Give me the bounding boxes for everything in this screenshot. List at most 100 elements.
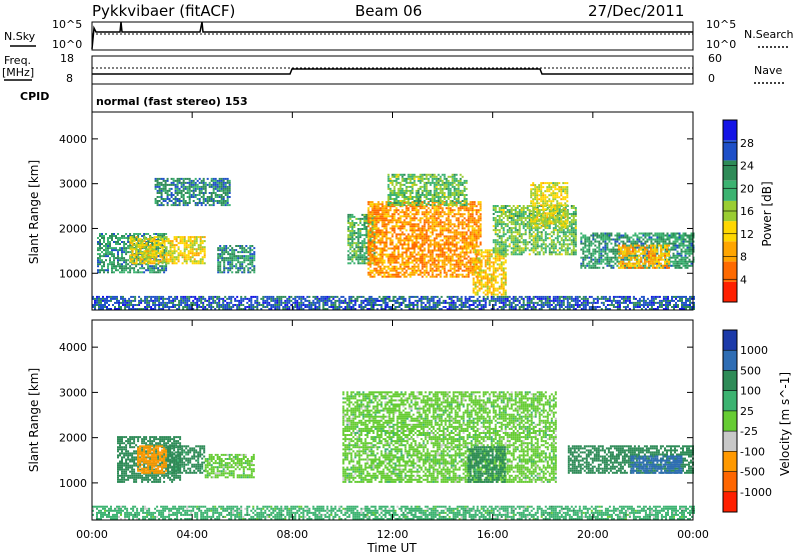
heatmap-cell bbox=[427, 259, 430, 262]
heatmap-cell bbox=[572, 299, 575, 302]
heatmap-cell bbox=[427, 255, 430, 258]
heatmap-cell bbox=[118, 299, 120, 302]
heatmap-cell bbox=[290, 304, 293, 306]
heatmap-cell bbox=[477, 233, 480, 236]
heatmap-cell bbox=[328, 306, 331, 308]
heatmap-cell bbox=[414, 304, 417, 306]
heatmap-cell bbox=[97, 257, 99, 260]
heatmap-cell bbox=[379, 269, 382, 272]
heatmap-cell bbox=[479, 233, 482, 236]
heatmap-cell bbox=[451, 231, 454, 234]
heatmap-cell bbox=[280, 295, 283, 298]
heatmap-cell bbox=[108, 304, 110, 306]
heatmap-cell bbox=[506, 297, 509, 300]
heatmap-cell bbox=[173, 258, 176, 261]
heatmap-cell bbox=[102, 297, 104, 300]
heatmap-cell bbox=[391, 221, 394, 224]
heatmap-cell bbox=[119, 263, 121, 266]
heatmap-cell bbox=[302, 297, 305, 300]
heatmap-cell bbox=[450, 299, 453, 302]
heatmap-cell bbox=[455, 269, 458, 272]
heatmap-cell bbox=[445, 251, 448, 254]
heatmap-cell bbox=[451, 209, 454, 212]
heatmap-cell bbox=[253, 251, 256, 254]
heatmap-cell bbox=[479, 207, 482, 210]
heatmap-cell bbox=[375, 245, 378, 248]
heatmap-cell bbox=[195, 248, 198, 251]
heatmap-cell bbox=[196, 179, 199, 182]
heatmap-cell bbox=[226, 204, 229, 207]
heatmap-cell bbox=[157, 260, 160, 263]
heatmap-cell bbox=[282, 306, 285, 308]
heatmap-cell bbox=[473, 219, 476, 222]
heatmap-cell bbox=[399, 194, 402, 196]
heatmap-cell bbox=[193, 262, 196, 265]
heatmap-cell bbox=[479, 235, 482, 238]
heatmap-cell bbox=[181, 252, 184, 255]
heatmap-cell bbox=[193, 242, 196, 245]
heatmap-cell bbox=[395, 259, 398, 262]
heatmap-cell bbox=[446, 308, 449, 310]
heatmap-cell bbox=[164, 192, 167, 194]
heatmap-cell bbox=[409, 181, 412, 184]
heatmap-cell bbox=[461, 231, 464, 234]
heatmap-cell bbox=[411, 181, 414, 184]
heatmap-cell bbox=[395, 219, 398, 222]
heatmap-cell bbox=[413, 265, 416, 268]
heatmap-cell bbox=[576, 306, 579, 308]
heatmap-cell bbox=[178, 179, 181, 182]
heatmap-cell bbox=[475, 223, 478, 226]
heatmap-cell bbox=[482, 306, 485, 308]
heatmap-cell bbox=[648, 299, 651, 302]
heatmap-cell bbox=[473, 239, 476, 242]
heatmap-cell bbox=[425, 255, 428, 258]
heatmap-cell bbox=[445, 273, 448, 276]
heatmap-cell bbox=[439, 205, 442, 208]
heatmap-cell bbox=[407, 181, 410, 184]
heatmap-cell bbox=[106, 295, 108, 298]
heatmap-cell bbox=[147, 262, 150, 265]
heatmap-cell bbox=[373, 261, 376, 264]
heatmap-cell bbox=[377, 247, 380, 250]
heatmap-cell bbox=[687, 299, 689, 302]
heatmap-cell bbox=[161, 246, 164, 249]
heatmap-cell bbox=[689, 306, 691, 308]
heatmap-cell bbox=[237, 271, 240, 274]
heatmap-cell bbox=[391, 229, 394, 232]
heatmap-cell bbox=[151, 265, 154, 268]
heatmap-cell bbox=[484, 299, 487, 302]
heatmap-cell bbox=[478, 304, 481, 306]
heatmap-cell bbox=[221, 251, 224, 254]
heatmap-cell bbox=[137, 252, 140, 255]
heatmap-cell bbox=[167, 252, 170, 255]
heatmap-cell bbox=[200, 295, 203, 298]
heatmap-cell bbox=[182, 295, 185, 298]
heatmap-cell bbox=[163, 257, 166, 260]
heatmap-cell bbox=[407, 255, 410, 258]
heatmap-cell bbox=[373, 267, 376, 270]
heatmap-cell bbox=[143, 252, 146, 255]
heatmap-cell bbox=[449, 213, 452, 216]
heatmap-cell bbox=[379, 239, 382, 242]
heatmap-cell bbox=[632, 301, 635, 304]
heatmap-cell bbox=[457, 273, 460, 276]
heatmap-cell bbox=[413, 209, 416, 212]
heatmap-cell bbox=[371, 219, 374, 222]
heatmap-cell bbox=[371, 253, 374, 256]
heatmap-cell bbox=[417, 233, 420, 236]
heatmap-cell bbox=[155, 240, 158, 243]
heatmap-cell bbox=[379, 243, 382, 246]
heatmap-cell bbox=[218, 187, 221, 190]
heatmap-cell bbox=[151, 238, 154, 241]
heatmap-cell bbox=[101, 269, 103, 272]
heatmap-cell bbox=[419, 194, 422, 196]
heatmap-cell bbox=[229, 253, 232, 256]
heatmap-cell bbox=[107, 241, 109, 243]
heatmap-cell bbox=[456, 297, 459, 300]
heatmap-cell bbox=[365, 242, 368, 245]
heatmap-cell bbox=[170, 295, 173, 298]
heatmap-cell bbox=[562, 295, 565, 298]
heatmap-cell bbox=[139, 262, 142, 265]
heatmap-cell bbox=[185, 260, 188, 263]
heatmap-cell bbox=[614, 295, 617, 298]
